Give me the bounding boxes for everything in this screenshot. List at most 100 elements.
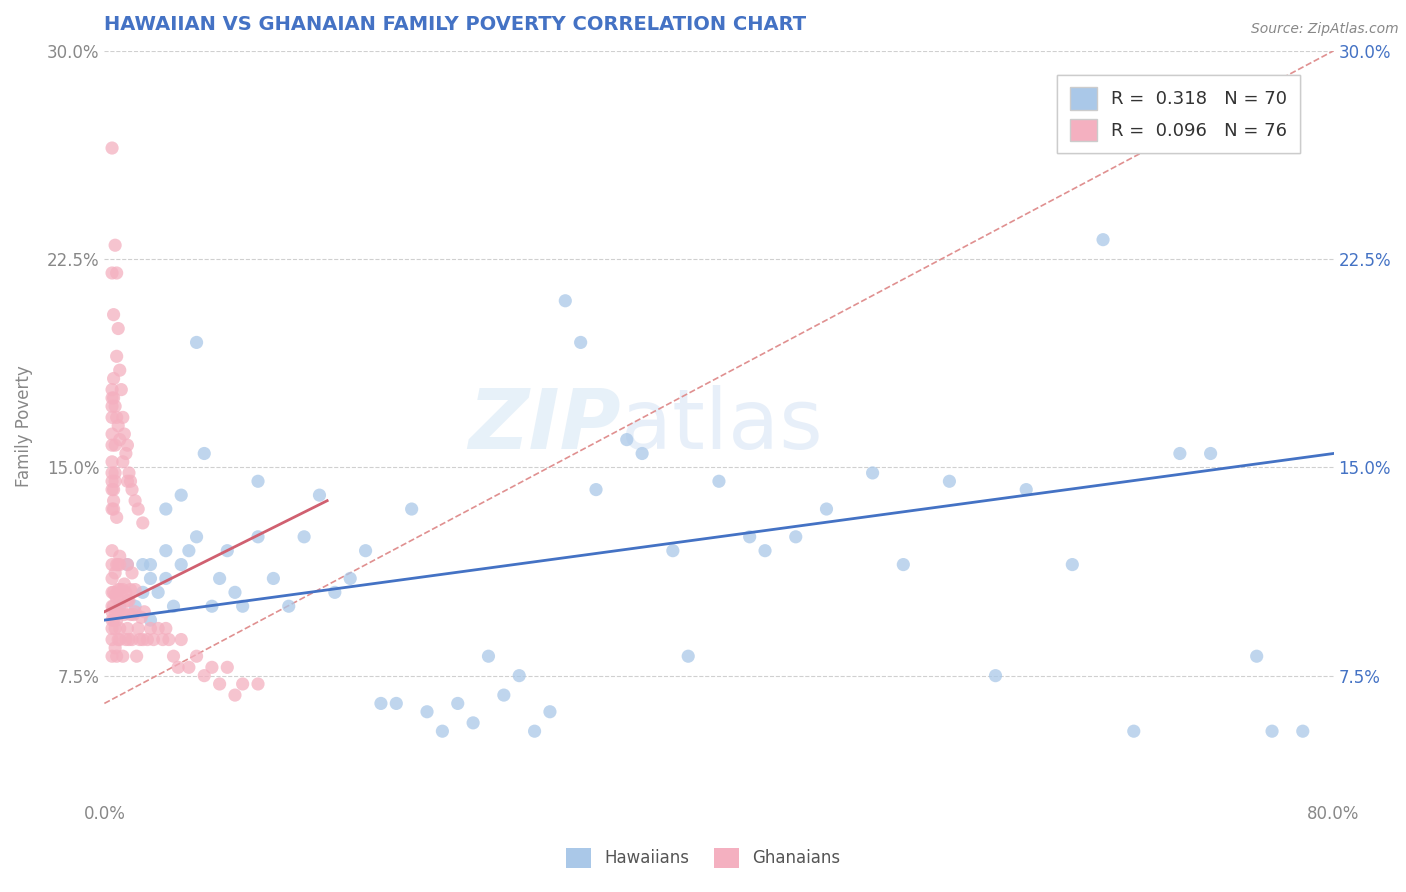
Text: ZIP: ZIP	[468, 385, 620, 467]
Point	[108, 599, 131, 614]
Point	[108, 363, 131, 377]
Point	[139, 571, 162, 585]
Point	[354, 543, 377, 558]
Point	[103, 585, 125, 599]
Point	[208, 677, 231, 691]
Point	[308, 488, 330, 502]
Point	[177, 660, 200, 674]
Point	[110, 383, 132, 397]
Point	[103, 371, 125, 385]
Point	[127, 622, 149, 636]
Point	[112, 577, 135, 591]
Point	[132, 558, 155, 572]
Point	[101, 632, 124, 647]
Point	[155, 622, 177, 636]
Point	[111, 410, 134, 425]
Point	[121, 483, 143, 497]
Point	[707, 475, 730, 489]
Point	[117, 475, 139, 489]
Point	[292, 530, 315, 544]
Point	[122, 607, 145, 622]
Point	[538, 705, 561, 719]
Point	[101, 455, 124, 469]
Y-axis label: Family Poverty: Family Poverty	[15, 365, 32, 487]
Point	[139, 558, 162, 572]
Point	[416, 705, 439, 719]
Point	[132, 585, 155, 599]
Point	[152, 632, 174, 647]
Point	[139, 622, 162, 636]
Point	[585, 483, 607, 497]
Point	[217, 543, 239, 558]
Point	[124, 582, 146, 597]
Point	[112, 427, 135, 442]
Point	[177, 543, 200, 558]
Point	[103, 502, 125, 516]
Point	[101, 622, 124, 636]
Point	[569, 335, 592, 350]
Point	[111, 605, 134, 619]
Point	[477, 649, 499, 664]
Point	[146, 622, 169, 636]
Point	[115, 632, 138, 647]
Point	[1246, 649, 1268, 664]
Point	[170, 488, 193, 502]
Point	[118, 632, 141, 647]
Point	[103, 391, 125, 405]
Point	[108, 558, 131, 572]
Point	[111, 649, 134, 664]
Point	[124, 493, 146, 508]
Point	[201, 660, 224, 674]
Point	[101, 585, 124, 599]
Point	[101, 613, 124, 627]
Point	[101, 649, 124, 664]
Point	[101, 427, 124, 442]
Point	[247, 475, 270, 489]
Point	[108, 622, 131, 636]
Point	[111, 455, 134, 469]
Point	[785, 530, 807, 544]
Point	[1199, 446, 1222, 460]
Point	[461, 715, 484, 730]
Point	[108, 582, 131, 597]
Point	[107, 418, 129, 433]
Point	[232, 599, 254, 614]
Point	[523, 724, 546, 739]
Point	[129, 610, 152, 624]
Point	[662, 543, 685, 558]
Point	[117, 438, 139, 452]
Point	[120, 607, 142, 622]
Point	[107, 632, 129, 647]
Point	[108, 593, 131, 607]
Point	[101, 399, 124, 413]
Point	[117, 622, 139, 636]
Point	[121, 632, 143, 647]
Point	[492, 688, 515, 702]
Point	[385, 697, 408, 711]
Legend: R =  0.318   N = 70, R =  0.096   N = 76: R = 0.318 N = 70, R = 0.096 N = 76	[1057, 75, 1301, 153]
Point	[815, 502, 838, 516]
Point	[104, 622, 127, 636]
Point	[432, 724, 454, 739]
Point	[370, 697, 392, 711]
Point	[117, 558, 139, 572]
Point	[105, 591, 128, 605]
Point	[108, 549, 131, 564]
Point	[103, 308, 125, 322]
Point	[277, 599, 299, 614]
Point	[104, 438, 127, 452]
Point	[101, 266, 124, 280]
Point	[262, 571, 284, 585]
Point	[103, 493, 125, 508]
Point	[104, 588, 127, 602]
Point	[115, 585, 138, 599]
Point	[938, 475, 960, 489]
Point	[167, 660, 190, 674]
Point	[616, 433, 638, 447]
Point	[170, 558, 193, 572]
Point	[105, 558, 128, 572]
Point	[105, 510, 128, 524]
Point	[104, 640, 127, 655]
Point	[107, 605, 129, 619]
Point	[101, 605, 124, 619]
